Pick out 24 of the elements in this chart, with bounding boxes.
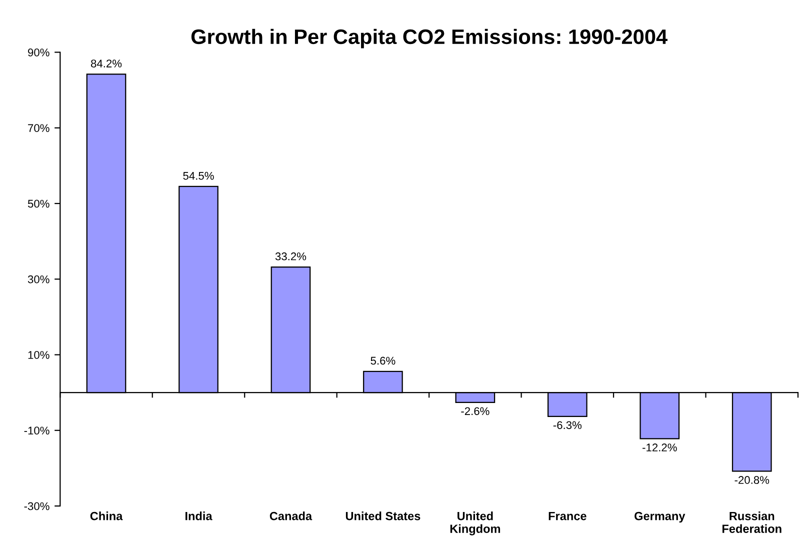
data-label: 84.2% [90,60,122,68]
data-label: 33.2% [275,252,306,260]
x-tick-label: China [90,512,123,520]
data-label: 54.5% [183,172,214,180]
y-tick-label: -10% [24,426,50,435]
y-tick-label: 90% [28,48,50,56]
data-label: -2.6% [461,407,490,416]
y-tick-label: 50% [28,200,50,208]
data-label: -6.3% [553,421,582,430]
y-tick-label: -30% [24,502,50,510]
x-tick-label: United States [346,512,420,520]
y-tick-label: 30% [28,275,50,284]
x-tick-label: France [548,512,586,520]
x-tick-label: India [186,512,212,520]
x-tick-label: Russian Federation [722,512,782,533]
data-label: -12.2% [642,444,677,452]
x-tick-label: United Kingdom [450,512,500,536]
data-label: -20.8% [734,476,770,484]
y-tick-label: 10% [28,351,50,359]
chart-title: Growth in Per Capita CO2 Emissions: 1990-2004 [191,28,668,48]
data-label: 5.6% [370,356,396,365]
y-tick-label: 70% [28,124,50,132]
x-tick-label: Canada [270,512,312,520]
x-tick-label: Germany [634,512,686,523]
